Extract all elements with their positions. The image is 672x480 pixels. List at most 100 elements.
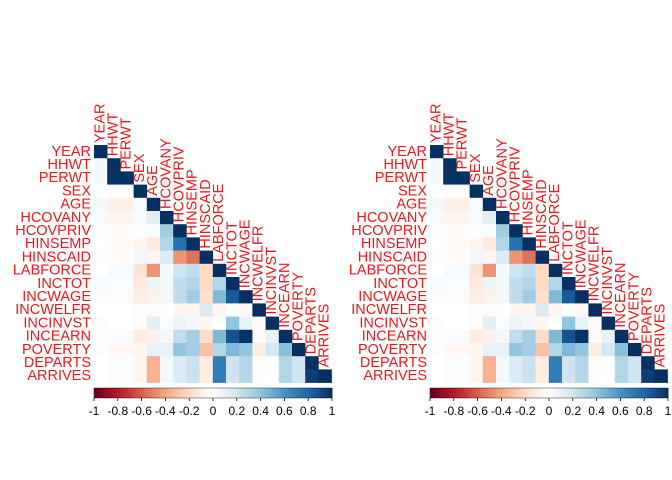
corr-cell-incinvst-hcovany <box>160 316 174 331</box>
corr-cell-age-perwt <box>456 197 470 212</box>
corr-cell-departs-poverty <box>292 356 306 370</box>
corr-cell-labforce-sex <box>133 263 148 278</box>
corr-cell-incinvst-incwelfr <box>252 316 266 331</box>
corr-cell-hcovany-age <box>482 211 497 225</box>
corr-cell-incinvst-hcovpriv <box>509 316 523 331</box>
corr-cell-incwelfr-year <box>430 303 444 317</box>
corr-cell-incwage-hcovany <box>496 290 510 304</box>
row-label-incearn: INCEARN <box>362 329 427 345</box>
corr-cell-hinscaid-hhwt <box>107 250 121 265</box>
corr-cell-hinscaid-age <box>482 250 497 265</box>
col-label-hcovpriv: HCOVPRIV <box>172 146 188 222</box>
colorbar-segment <box>620 388 624 398</box>
colorbar-segment <box>287 388 291 398</box>
colorbar-segment <box>239 388 244 398</box>
corr-cell-arrives-year <box>94 369 108 383</box>
colorbar-segment <box>123 388 128 398</box>
corr-cell-incearn-incwage <box>575 329 589 344</box>
colorbar-segment <box>132 388 137 398</box>
corr-cell-incwelfr-labforce <box>212 303 227 317</box>
colorbar-segment <box>281 388 285 398</box>
colorbar-segment <box>519 388 523 398</box>
colorbar-segment <box>557 388 562 398</box>
corr-cell-incearn-labforce <box>548 329 563 344</box>
colorbar-segment <box>566 388 571 398</box>
corr-cell-hinscaid-hinscaid <box>199 250 214 265</box>
colorbar-segment <box>647 388 651 398</box>
colorbar-segment <box>299 388 303 398</box>
corr-cell-incinvst-age <box>482 316 497 331</box>
corr-cell-incwage-perwt <box>456 290 470 304</box>
colorbar-segment <box>602 388 606 398</box>
corr-cell-arrives-perwt <box>456 369 470 383</box>
row-label-age: AGE <box>396 197 427 213</box>
corr-cell-perwt-perwt <box>120 171 134 185</box>
corr-cell-hinscaid-hcovany <box>160 250 174 265</box>
corr-cell-departs-hcovpriv <box>173 356 187 370</box>
corr-cell-departs-poverty <box>628 356 642 370</box>
corr-cell-hinscaid-hinscaid <box>535 250 550 265</box>
corrplot-left: YEARHHWTPERWTSEXAGEHCOVANYHCOVPRIVHINSEM… <box>13 104 336 419</box>
corr-cell-departs-incinvst <box>265 356 280 370</box>
row-label-perwt: PERWT <box>39 170 91 186</box>
corr-cell-hcovpriv-year <box>94 224 108 238</box>
colorbar-segment <box>171 388 175 398</box>
colorbar-tick-label: 0 <box>546 404 553 418</box>
corr-cell-incwelfr-hcovany <box>160 303 174 317</box>
corr-cell-incwelfr-incwage <box>575 303 589 317</box>
corr-cell-incwage-hinscaid <box>199 290 214 304</box>
corr-cell-poverty-poverty <box>292 343 306 357</box>
col-label-hinsemp: HINSEMP <box>185 169 201 235</box>
corr-cell-departs-hinscaid <box>535 356 550 370</box>
corr-cell-incearn-incwage <box>239 329 253 344</box>
colorbar-segment <box>489 388 493 398</box>
corr-cell-inctot-inctot <box>562 277 576 291</box>
corr-cell-hcovany-age <box>146 211 161 225</box>
corr-cell-inctot-labforce <box>212 277 227 291</box>
corr-cell-hcovpriv-hcovany <box>160 224 174 238</box>
corr-cell-arrives-hinscaid <box>199 369 214 383</box>
row-label-incwage: INCWAGE <box>358 289 427 305</box>
corr-cell-age-hhwt <box>107 197 121 212</box>
colorbar-segment <box>207 388 211 398</box>
corr-cell-departs-labforce <box>548 356 563 370</box>
corr-cell-labforce-perwt <box>120 263 134 278</box>
colorbar-segment <box>147 388 151 398</box>
row-label-incinvst: INCINVST <box>23 315 91 331</box>
corr-cell-arrives-labforce <box>548 369 563 383</box>
colorbar-segment <box>474 388 479 398</box>
corr-cell-hinsemp-year <box>430 237 444 251</box>
colorbar-tick-label: 0.6 <box>612 404 629 418</box>
corr-cell-incearn-incwelfr <box>588 329 602 344</box>
corr-cell-incwelfr-inctot <box>226 303 240 317</box>
corr-cell-arrives-inctot <box>226 369 240 383</box>
colorbar-segment <box>230 388 235 398</box>
colorbar-tick-label: -0.4 <box>491 404 512 418</box>
colorbar-tick-label: -0.2 <box>179 404 200 418</box>
corr-cell-age-hhwt <box>443 197 457 212</box>
colorbar-segment <box>314 388 318 398</box>
corr-cell-incwelfr-perwt <box>456 303 470 317</box>
corr-cell-hinsemp-age <box>482 237 497 251</box>
colorbar-segment <box>551 388 556 398</box>
corr-cell-departs-incwage <box>575 356 589 370</box>
corr-cell-incwage-inctot <box>226 290 240 304</box>
corr-cell-arrives-incwelfr <box>252 369 266 383</box>
corr-cell-incwelfr-hhwt <box>443 303 457 317</box>
corr-cell-sex-hhwt <box>107 184 121 199</box>
corr-cell-inctot-hinscaid <box>199 277 214 291</box>
colorbar-segment <box>432 388 437 398</box>
colorbar-tick-label: -1 <box>425 404 436 418</box>
colorbar-segment <box>141 388 145 398</box>
colorbar-segment <box>308 388 312 398</box>
colorbar-tick-label: 0.8 <box>300 404 317 418</box>
row-label-poverty: POVERTY <box>22 342 91 358</box>
corr-cell-hinscaid-hcovany <box>496 250 510 265</box>
corr-cell-departs-incearn <box>278 356 293 370</box>
corr-cell-incwage-age <box>146 290 161 304</box>
corr-cell-arrives-hinsemp <box>522 369 536 383</box>
corr-cell-hcovpriv-sex <box>133 224 148 238</box>
colorbar-segment <box>218 388 223 398</box>
corr-cell-poverty-perwt <box>120 343 134 357</box>
colorbar-segment <box>492 388 496 398</box>
